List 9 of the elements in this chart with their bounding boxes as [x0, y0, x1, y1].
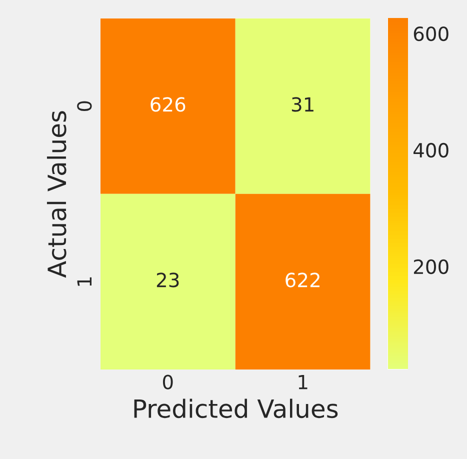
data-label: 626	[150, 97, 186, 112]
data-label: 23	[156, 272, 179, 288]
data-label: 622	[286, 272, 320, 288]
color-bar-label: 600	[414, 26, 448, 42]
data-label: 31	[292, 97, 314, 112]
color-bar-label: 200	[414, 259, 448, 274]
y-axis-title: Actual Values	[46, 111, 66, 278]
color-bar-label: 400	[414, 142, 448, 158]
x-axis-title: Predicted Values	[134, 398, 338, 418]
